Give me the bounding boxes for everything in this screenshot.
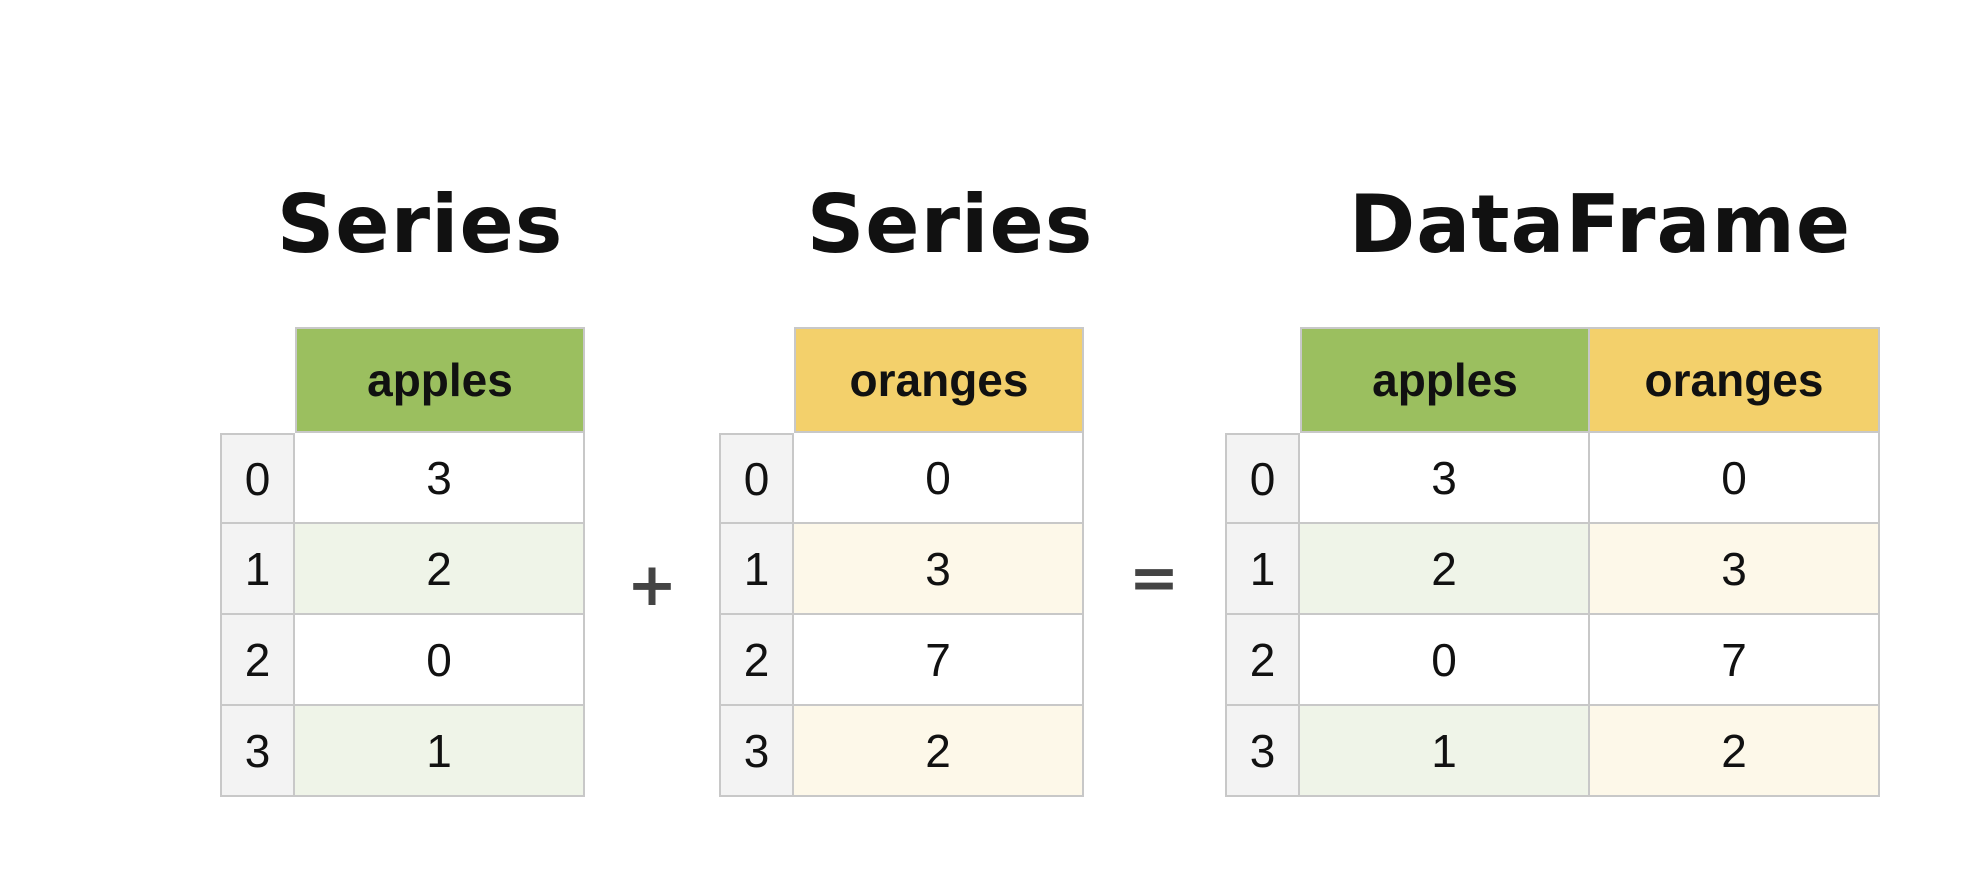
value-cell: 0 <box>794 433 1084 524</box>
value-cell: 3 <box>1590 524 1880 615</box>
value-cell: 3 <box>295 433 585 524</box>
corner-cell <box>719 327 794 433</box>
value-cell: 1 <box>295 706 585 797</box>
value-cell: 1 <box>1300 706 1590 797</box>
column-header-apples: apples <box>1300 327 1590 433</box>
value-cell: 2 <box>794 706 1084 797</box>
series-title-oranges: Series <box>806 178 1094 271</box>
plus-operator: + <box>626 550 678 620</box>
index-cell: 2 <box>220 615 295 706</box>
column-header-oranges: oranges <box>794 327 1084 433</box>
index-cell: 3 <box>220 706 295 797</box>
series-title-apples: Series <box>276 178 564 271</box>
dataframe-table: apples oranges 0 3 0 1 2 3 2 0 7 3 1 2 <box>1225 327 1880 797</box>
index-cell: 0 <box>220 433 295 524</box>
index-cell: 2 <box>1225 615 1300 706</box>
column-header-apples: apples <box>295 327 585 433</box>
apples-series-table: apples 0 3 1 2 2 0 3 1 <box>220 327 585 797</box>
value-cell: 3 <box>1300 433 1590 524</box>
column-header-oranges: oranges <box>1590 327 1880 433</box>
value-cell: 2 <box>295 524 585 615</box>
index-cell: 2 <box>719 615 794 706</box>
index-cell: 0 <box>1225 433 1300 524</box>
value-cell: 7 <box>794 615 1084 706</box>
value-cell: 2 <box>1590 706 1880 797</box>
equals-operator: = <box>1128 543 1180 613</box>
index-cell: 3 <box>1225 706 1300 797</box>
value-cell: 3 <box>794 524 1084 615</box>
index-cell: 3 <box>719 706 794 797</box>
value-cell: 0 <box>295 615 585 706</box>
oranges-series-table: oranges 0 0 1 3 2 7 3 2 <box>719 327 1084 797</box>
corner-cell <box>1225 327 1300 433</box>
index-cell: 1 <box>719 524 794 615</box>
value-cell: 0 <box>1300 615 1590 706</box>
value-cell: 2 <box>1300 524 1590 615</box>
corner-cell <box>220 327 295 433</box>
value-cell: 7 <box>1590 615 1880 706</box>
index-cell: 1 <box>1225 524 1300 615</box>
dataframe-title: DataFrame <box>1348 178 1852 271</box>
index-cell: 0 <box>719 433 794 524</box>
value-cell: 0 <box>1590 433 1880 524</box>
index-cell: 1 <box>220 524 295 615</box>
